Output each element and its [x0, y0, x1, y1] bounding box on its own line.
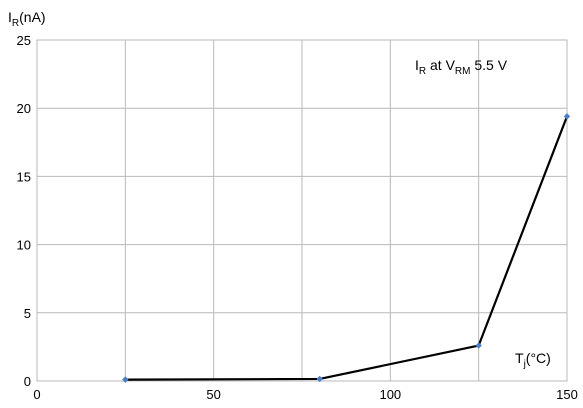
y-tick-label: 15 — [17, 169, 31, 184]
plot-frame — [36, 39, 568, 382]
data-point — [563, 113, 571, 120]
y-axis-label: IR(nA) — [8, 9, 46, 29]
x-tick-labels: 0 50 100 150 — [33, 387, 577, 402]
data-point — [475, 342, 482, 349]
y-tick-label: 10 — [17, 238, 31, 253]
y-tick-label: 5 — [24, 306, 31, 321]
y-tick-labels: 0 5 10 15 20 25 — [17, 33, 31, 389]
x-axis-label: Tj(°C) — [515, 350, 551, 370]
x-tick-label: 100 — [379, 387, 401, 402]
data-points — [122, 113, 571, 383]
x-tick-label: 0 — [33, 387, 40, 402]
chart-annotation: IR at VRM 5.5 V — [415, 57, 508, 77]
y-tick-label: 25 — [17, 33, 31, 48]
y-tick-label: 20 — [17, 101, 31, 116]
series-line — [125, 115, 569, 381]
data-point — [122, 376, 129, 383]
x-tick-label: 150 — [556, 387, 578, 402]
data-point — [316, 375, 323, 383]
x-tick-label: 50 — [206, 387, 220, 402]
y-tick-label: 0 — [24, 374, 31, 389]
gridlines — [37, 40, 567, 381]
